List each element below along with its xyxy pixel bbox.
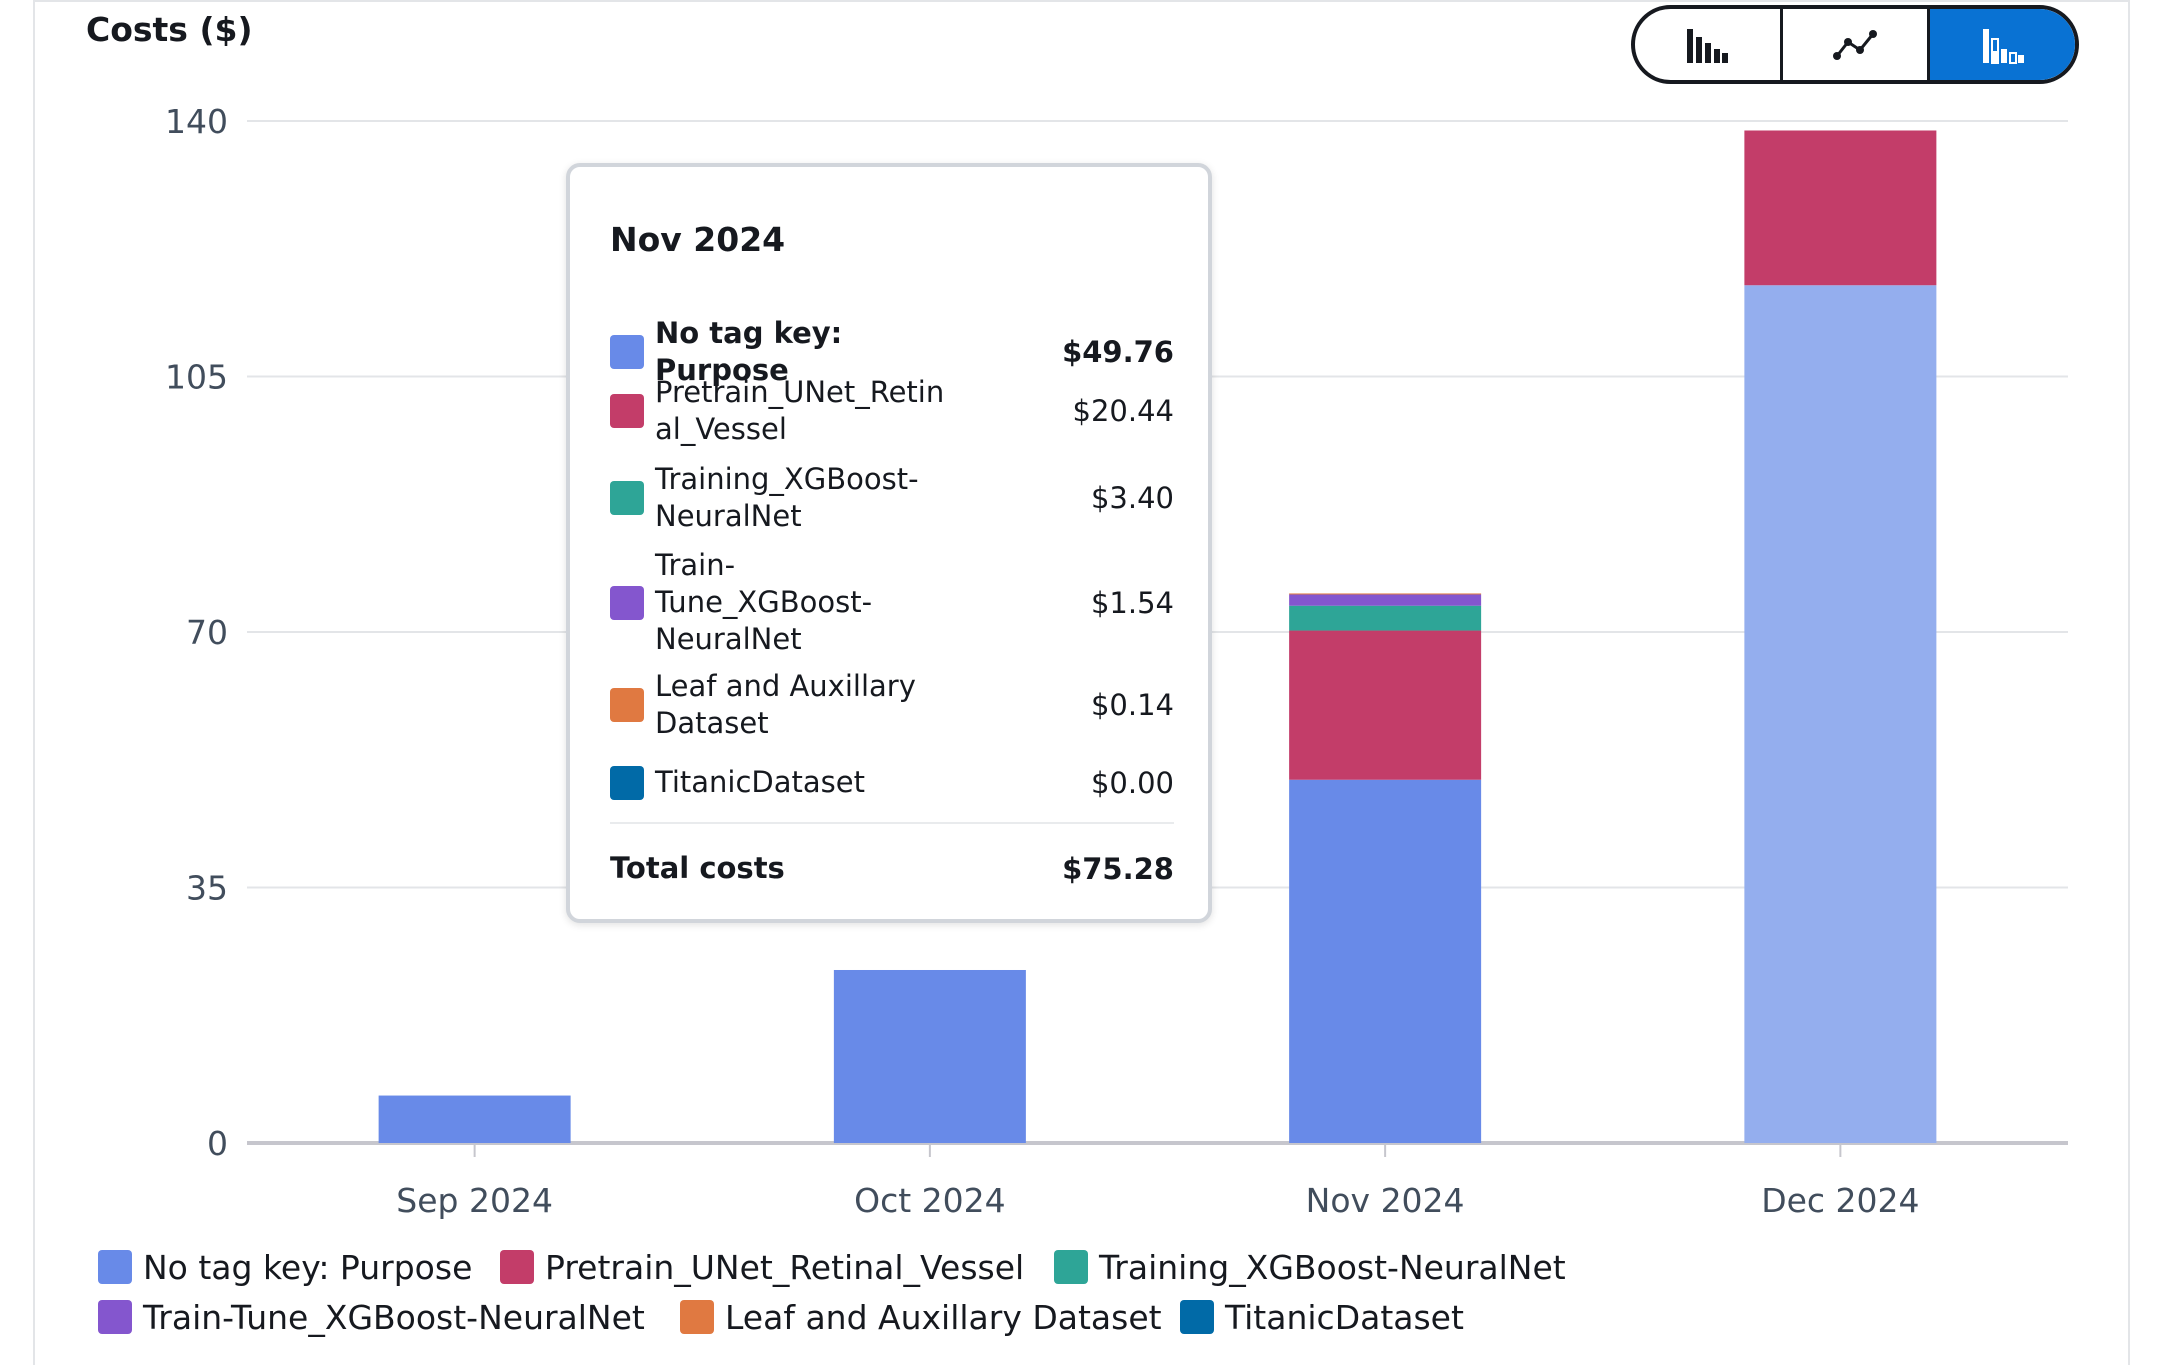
swatch-icon — [610, 335, 644, 369]
y-axis-ticks: 0 35 70 105 140 — [165, 102, 228, 1163]
tooltip-row-value: $0.14 — [1090, 688, 1174, 722]
bars — [378, 130, 1937, 1143]
legend-item[interactable]: Pretrain_UNet_Retinal_Vessel — [500, 1247, 1024, 1287]
tooltip-row-value: $3.40 — [1090, 481, 1174, 515]
tooltip-row-value: $1.54 — [1090, 585, 1174, 620]
swatch-icon — [680, 1300, 714, 1334]
x-axis: Sep 2024 Oct 2024 Nov 2024 Dec 2024 — [396, 1145, 1920, 1220]
tooltip-row: Leaf and Auxillary Dataset $0.14 — [610, 668, 1174, 742]
tooltip-row-label: Train-Tune_XGBoost-NeuralNet — [655, 548, 873, 656]
x-tick-label: Sep 2024 — [396, 1181, 553, 1220]
panel-frame — [33, 0, 2130, 1365]
tooltip-row-label: Leaf and Auxillary Dataset — [655, 669, 916, 740]
y-tick-label: 105 — [165, 358, 228, 397]
tooltip-row: Train-Tune_XGBoost-NeuralNet $1.54 — [610, 547, 1174, 658]
tooltip-title: Nov 2024 — [610, 220, 786, 259]
tooltip-row-value: $20.44 — [1072, 394, 1174, 428]
bar-segment[interactable] — [1289, 605, 1482, 631]
tooltip-row: No tag key: Purpose $49.76 — [610, 315, 1174, 389]
chart-title: Costs ($) — [86, 10, 253, 49]
swatch-icon — [610, 585, 644, 620]
tooltip-row-label: Pretrain_UNet_Retinal_Vessel — [655, 375, 945, 446]
swatch-icon — [610, 481, 644, 515]
y-tick-label: 0 — [207, 1124, 228, 1163]
legend-item[interactable]: Leaf and Auxillary Dataset — [680, 1297, 1162, 1337]
x-tick-label: Oct 2024 — [854, 1181, 1006, 1220]
line-chart-toggle-button[interactable] — [1783, 9, 1931, 80]
tooltip-divider — [610, 822, 1174, 824]
legend-label: Train-Tune_XGBoost-NeuralNet — [143, 1297, 645, 1337]
bar-segment[interactable] — [1289, 630, 1482, 780]
legend-label: Training_XGBoost-NeuralNet — [1099, 1247, 1566, 1287]
stacked-bar-chart-icon — [1982, 28, 2024, 64]
swatch-icon — [610, 765, 644, 800]
line-chart-icon — [1833, 29, 1877, 60]
legend-item[interactable]: TitanicDataset — [1180, 1297, 1464, 1337]
swatch-icon — [500, 1250, 534, 1284]
tooltip-row: TitanicDataset $0.00 — [610, 764, 1174, 801]
bar-segment[interactable] — [1289, 593, 1482, 595]
legend-label: Leaf and Auxillary Dataset — [725, 1297, 1162, 1337]
bar-segment[interactable] — [1289, 779, 1482, 1143]
chart-type-toggle[interactable] — [1631, 5, 2079, 84]
x-tick-label: Dec 2024 — [1761, 1181, 1919, 1220]
swatch-icon — [610, 394, 644, 428]
swatch-icon — [98, 1300, 132, 1334]
legend-item[interactable]: No tag key: Purpose — [98, 1247, 472, 1287]
tooltip-row-value: $49.76 — [1062, 335, 1174, 369]
swatch-icon — [610, 688, 644, 722]
legend-item[interactable]: Train-Tune_XGBoost-NeuralNet — [98, 1297, 645, 1337]
bar-segment[interactable] — [1289, 594, 1482, 606]
bar-segment[interactable] — [1744, 130, 1937, 286]
tooltip-row-value: $0.00 — [1090, 765, 1174, 800]
bar-chart-icon — [1687, 28, 1729, 63]
tooltip-total-label: Total costs — [610, 851, 785, 885]
stacked-bar-chart-toggle-button[interactable] — [1930, 9, 2075, 80]
tooltip-row-label: No tag key: Purpose — [655, 316, 843, 387]
hover-tooltip: Nov 2024 No tag key: Purpose $49.76 Pret… — [566, 163, 1212, 923]
legend-label: Pretrain_UNet_Retinal_Vessel — [545, 1247, 1025, 1287]
tooltip-row-label: Training_XGBoost-NeuralNet — [655, 462, 919, 533]
tooltip-total-value: $75.28 — [1062, 851, 1174, 886]
legend-label: TitanicDataset — [1225, 1297, 1464, 1337]
legend-item[interactable]: Training_XGBoost-NeuralNet — [1054, 1247, 1566, 1287]
swatch-icon — [1180, 1300, 1214, 1334]
bar-segment[interactable] — [378, 1095, 571, 1143]
x-tick-label: Nov 2024 — [1306, 1181, 1465, 1220]
legend-label: No tag key: Purpose — [143, 1247, 473, 1287]
tooltip-row-label: TitanicDataset — [655, 765, 865, 799]
bar-segment[interactable] — [833, 969, 1026, 1143]
tooltip-row: Pretrain_UNet_Retinal_Vessel $20.44 — [610, 374, 1174, 448]
bar-chart-toggle-button[interactable] — [1635, 9, 1783, 80]
y-tick-label: 35 — [186, 869, 228, 908]
swatch-icon — [98, 1250, 132, 1284]
bar-segment[interactable] — [1744, 285, 1937, 1143]
y-tick-label: 140 — [165, 102, 228, 141]
swatch-icon — [1054, 1250, 1088, 1284]
tooltip-total-row: Total costs $75.28 — [610, 850, 1174, 887]
tooltip-row: Training_XGBoost-NeuralNet $3.40 — [610, 461, 1174, 535]
y-tick-label: 70 — [186, 613, 228, 652]
